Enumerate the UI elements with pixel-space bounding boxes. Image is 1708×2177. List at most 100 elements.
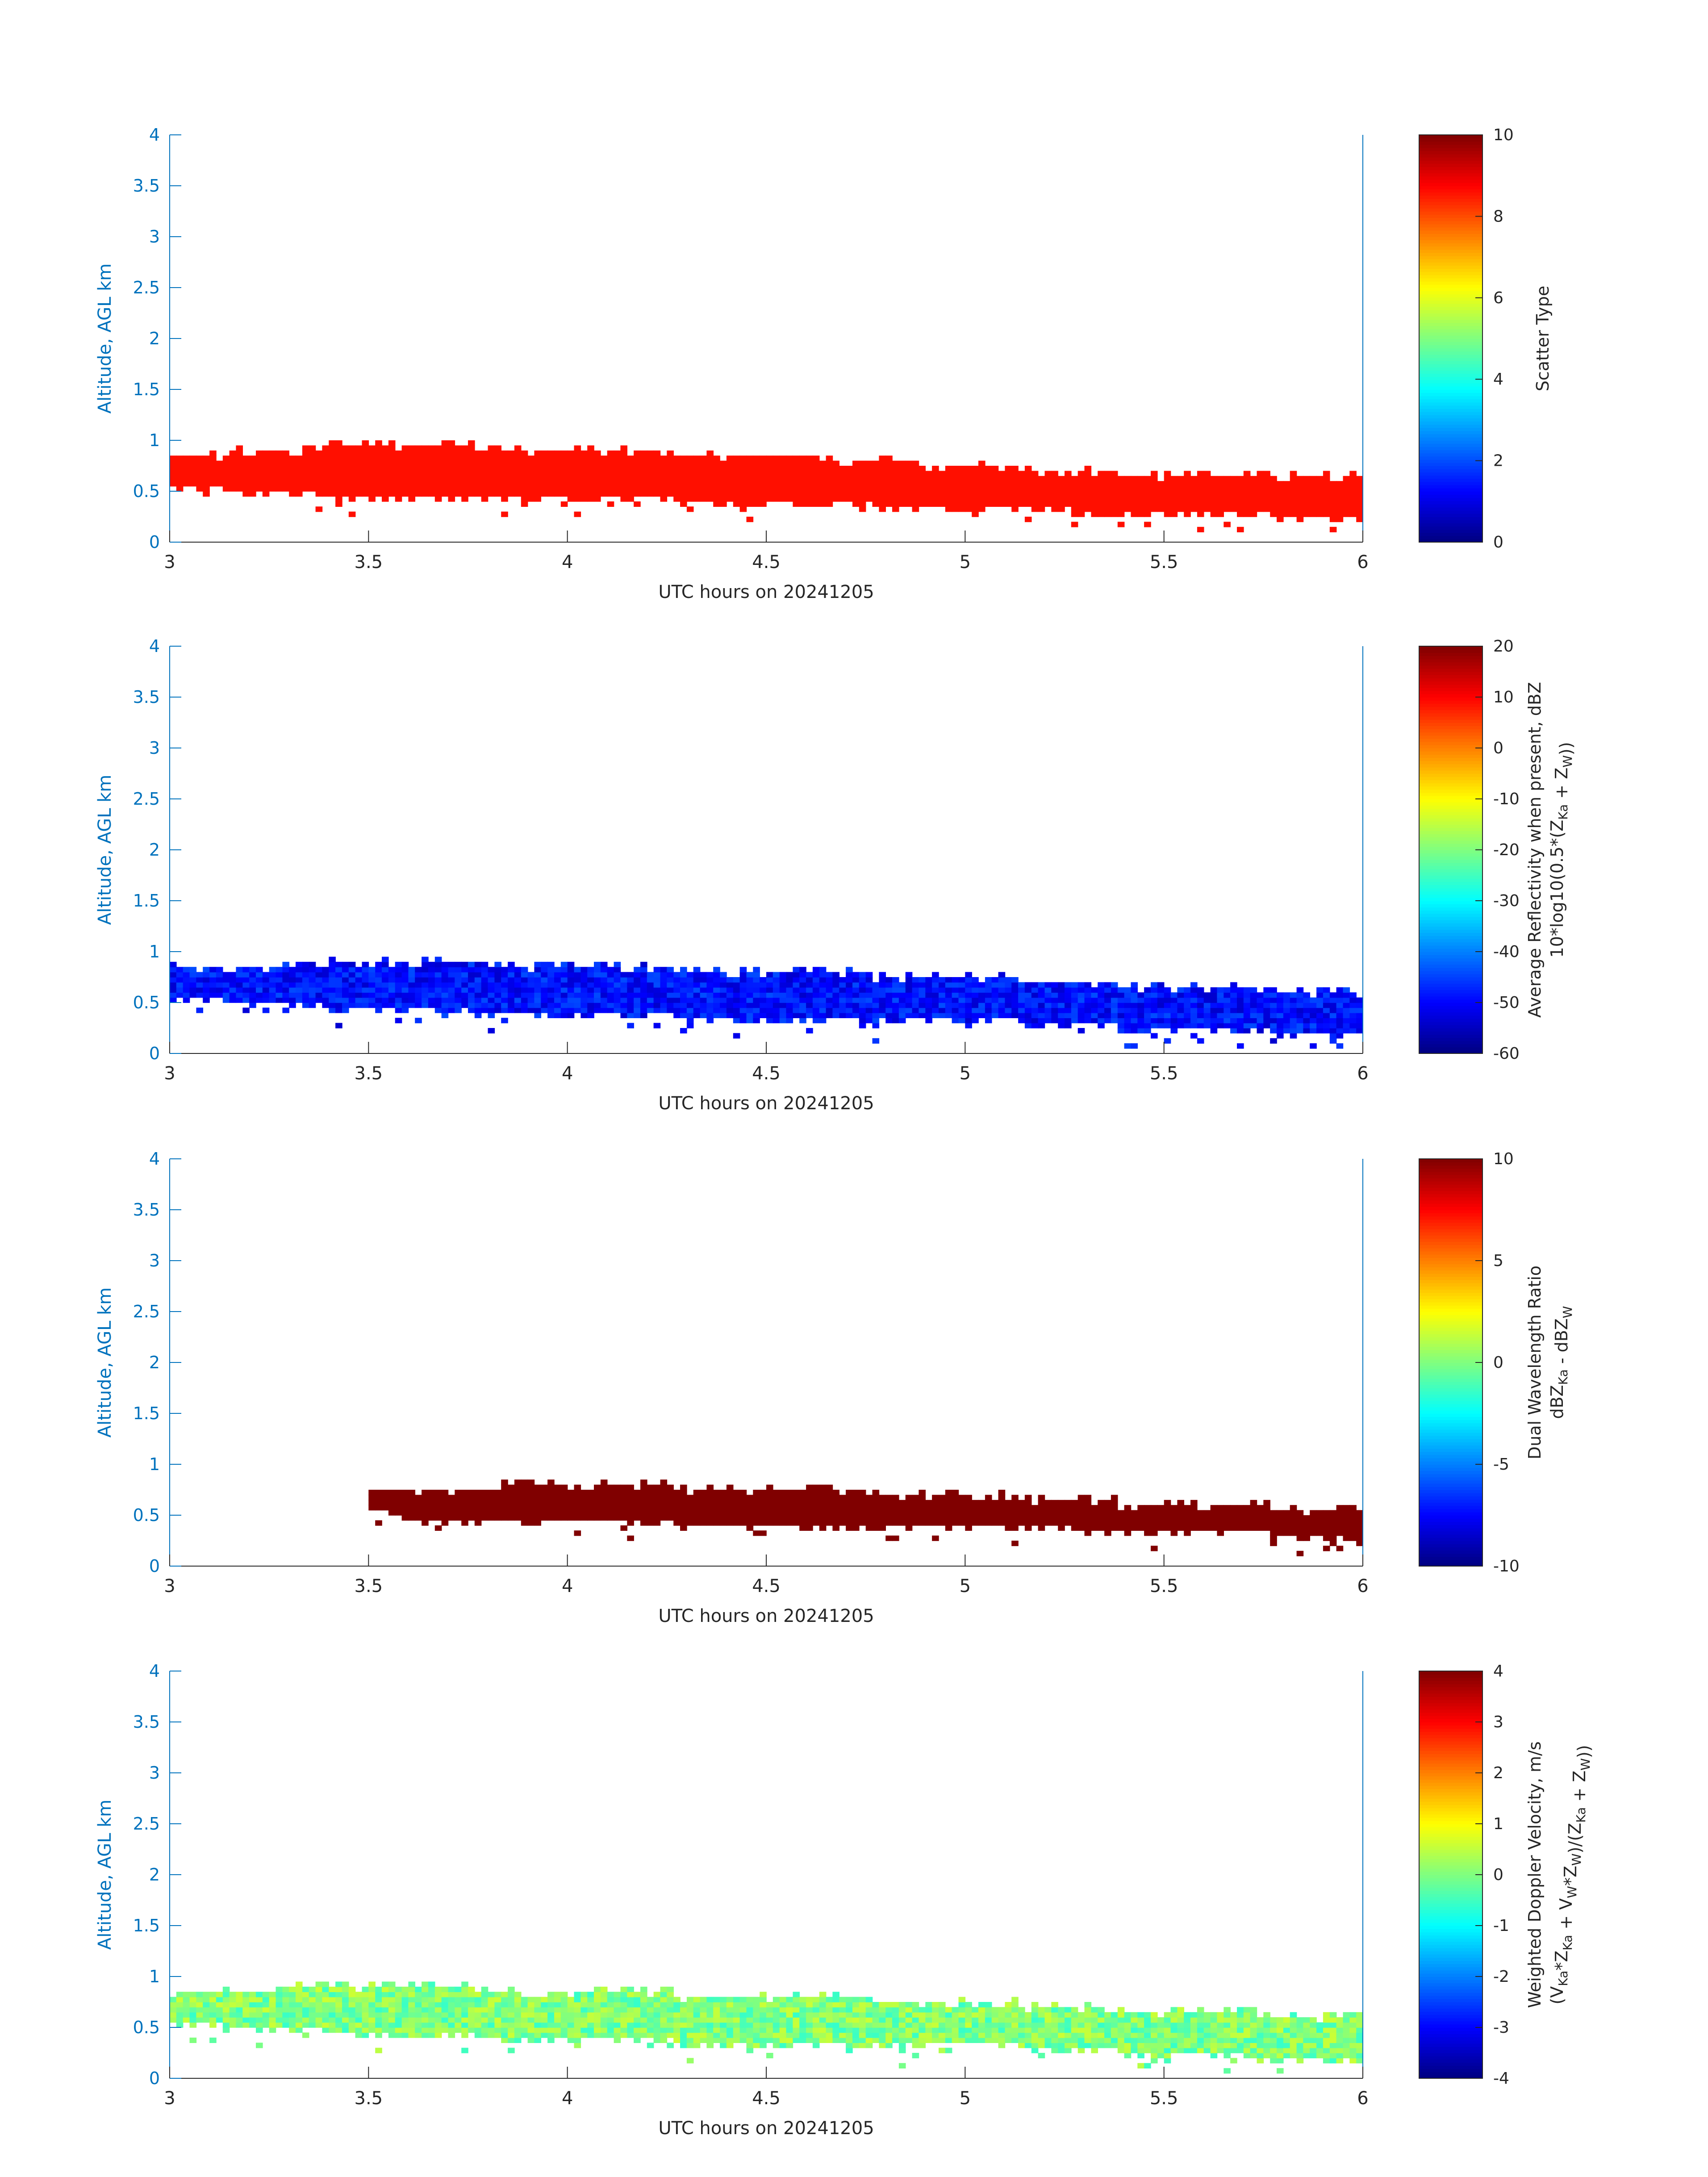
heatmap-cell bbox=[879, 1505, 886, 1511]
heatmap-cell bbox=[932, 1535, 939, 1541]
heatmap-cell bbox=[481, 982, 489, 988]
heatmap-cell bbox=[859, 1007, 866, 1013]
heatmap-cell bbox=[322, 460, 329, 466]
heatmap-cell bbox=[620, 1007, 627, 1013]
colorbar-swatch bbox=[1419, 834, 1482, 838]
heatmap-cell bbox=[448, 1495, 455, 1500]
heatmap-cell bbox=[1117, 491, 1125, 497]
heatmap-cell bbox=[972, 982, 979, 988]
heatmap-cell bbox=[819, 501, 827, 507]
heatmap-cell bbox=[468, 1003, 475, 1008]
heatmap-cell bbox=[1270, 1510, 1277, 1516]
heatmap-cell bbox=[634, 460, 641, 466]
heatmap-cell bbox=[1044, 1003, 1052, 1008]
heatmap-cell bbox=[686, 466, 694, 472]
heatmap-cell bbox=[501, 992, 508, 998]
heatmap-cell bbox=[342, 2017, 349, 2023]
heatmap-cell bbox=[501, 1515, 508, 1521]
heatmap-cell bbox=[249, 2002, 256, 2008]
heatmap-cell bbox=[713, 496, 720, 502]
heatmap-cell bbox=[434, 450, 442, 456]
heatmap-cell bbox=[1117, 1007, 1125, 1013]
heatmap-cell bbox=[1084, 481, 1092, 487]
heatmap-cell bbox=[441, 977, 449, 983]
heatmap-cell bbox=[1071, 1007, 1078, 1013]
heatmap-cell bbox=[634, 1505, 641, 1511]
heatmap-cell bbox=[1071, 992, 1078, 998]
heatmap-cell bbox=[939, 501, 946, 507]
heatmap-cell bbox=[541, 486, 548, 492]
heatmap-cell bbox=[183, 455, 190, 461]
heatmap-cell bbox=[203, 997, 210, 1003]
heatmap-cell bbox=[627, 1495, 634, 1500]
heatmap-cell bbox=[375, 1505, 382, 1511]
heatmap-cell bbox=[872, 486, 880, 492]
heatmap-cell bbox=[296, 992, 303, 998]
heatmap-cell bbox=[521, 992, 528, 998]
heatmap-cell bbox=[991, 486, 999, 492]
heatmap-cell bbox=[733, 1003, 740, 1008]
heatmap-cell bbox=[1151, 1525, 1158, 1531]
heatmap-cell bbox=[952, 501, 959, 507]
heatmap-cell bbox=[706, 987, 714, 993]
heatmap-cell bbox=[1164, 1003, 1171, 1008]
colorbar-swatch bbox=[1419, 1302, 1482, 1306]
heatmap-cell bbox=[368, 471, 376, 476]
heatmap-cell bbox=[554, 491, 561, 497]
heatmap-cell bbox=[474, 1012, 482, 1018]
heatmap-cell bbox=[726, 997, 734, 1003]
heatmap-cell bbox=[713, 1490, 720, 1496]
heatmap-cell bbox=[1157, 496, 1165, 502]
heatmap-cell bbox=[1224, 496, 1231, 502]
heatmap-cell bbox=[455, 972, 462, 978]
heatmap-cell bbox=[1277, 1028, 1284, 1034]
heatmap-cell bbox=[348, 496, 356, 502]
heatmap-cell bbox=[607, 486, 614, 492]
heatmap-cell bbox=[203, 491, 210, 497]
heatmap-cell bbox=[1091, 1505, 1098, 1511]
heatmap-cell bbox=[846, 491, 853, 497]
heatmap-cell bbox=[1065, 982, 1072, 988]
heatmap-cell bbox=[1270, 511, 1277, 517]
heatmap-cell bbox=[627, 1515, 634, 1521]
heatmap-cell bbox=[693, 476, 701, 481]
heatmap-cell bbox=[793, 1495, 800, 1500]
heatmap-cell bbox=[401, 987, 409, 993]
heatmap-cell bbox=[812, 982, 820, 988]
heatmap-cell bbox=[541, 491, 548, 497]
heatmap-cell bbox=[1131, 1525, 1138, 1531]
y-tick-label: 4 bbox=[149, 1149, 160, 1169]
heatmap-cell bbox=[806, 481, 813, 487]
heatmap-cell bbox=[382, 1500, 389, 1505]
heatmap-cell bbox=[726, 466, 734, 472]
heatmap-cell bbox=[905, 481, 913, 487]
heatmap-cell bbox=[1190, 992, 1198, 998]
heatmap-cell bbox=[315, 486, 323, 492]
heatmap-cell bbox=[534, 1490, 541, 1496]
heatmap-cell bbox=[368, 987, 376, 993]
colorbar-swatch bbox=[1419, 964, 1482, 968]
heatmap-cell bbox=[773, 460, 780, 466]
heatmap-cell bbox=[1336, 491, 1344, 497]
heatmap-cell bbox=[892, 992, 899, 998]
heatmap-cell bbox=[799, 992, 806, 998]
heatmap-cell bbox=[1224, 1003, 1231, 1008]
heatmap-cell bbox=[401, 476, 409, 481]
heatmap-cell bbox=[388, 1495, 396, 1500]
colorbar-swatch bbox=[1419, 1333, 1482, 1337]
heatmap-cell bbox=[680, 1525, 687, 1531]
heatmap-cell bbox=[806, 1003, 813, 1008]
heatmap-cell bbox=[1071, 1520, 1078, 1526]
heatmap-cell bbox=[441, 455, 449, 461]
heatmap-cell bbox=[991, 496, 999, 502]
heatmap-cell bbox=[560, 1484, 568, 1490]
heatmap-cell bbox=[441, 961, 449, 967]
heatmap-cell bbox=[932, 972, 939, 978]
heatmap-cell bbox=[455, 982, 462, 988]
heatmap-cell bbox=[329, 2007, 336, 2013]
heatmap-cell bbox=[932, 1510, 939, 1516]
heatmap-cell bbox=[262, 2007, 270, 2013]
heatmap-cell bbox=[534, 987, 541, 993]
heatmap-cell bbox=[594, 1505, 601, 1511]
